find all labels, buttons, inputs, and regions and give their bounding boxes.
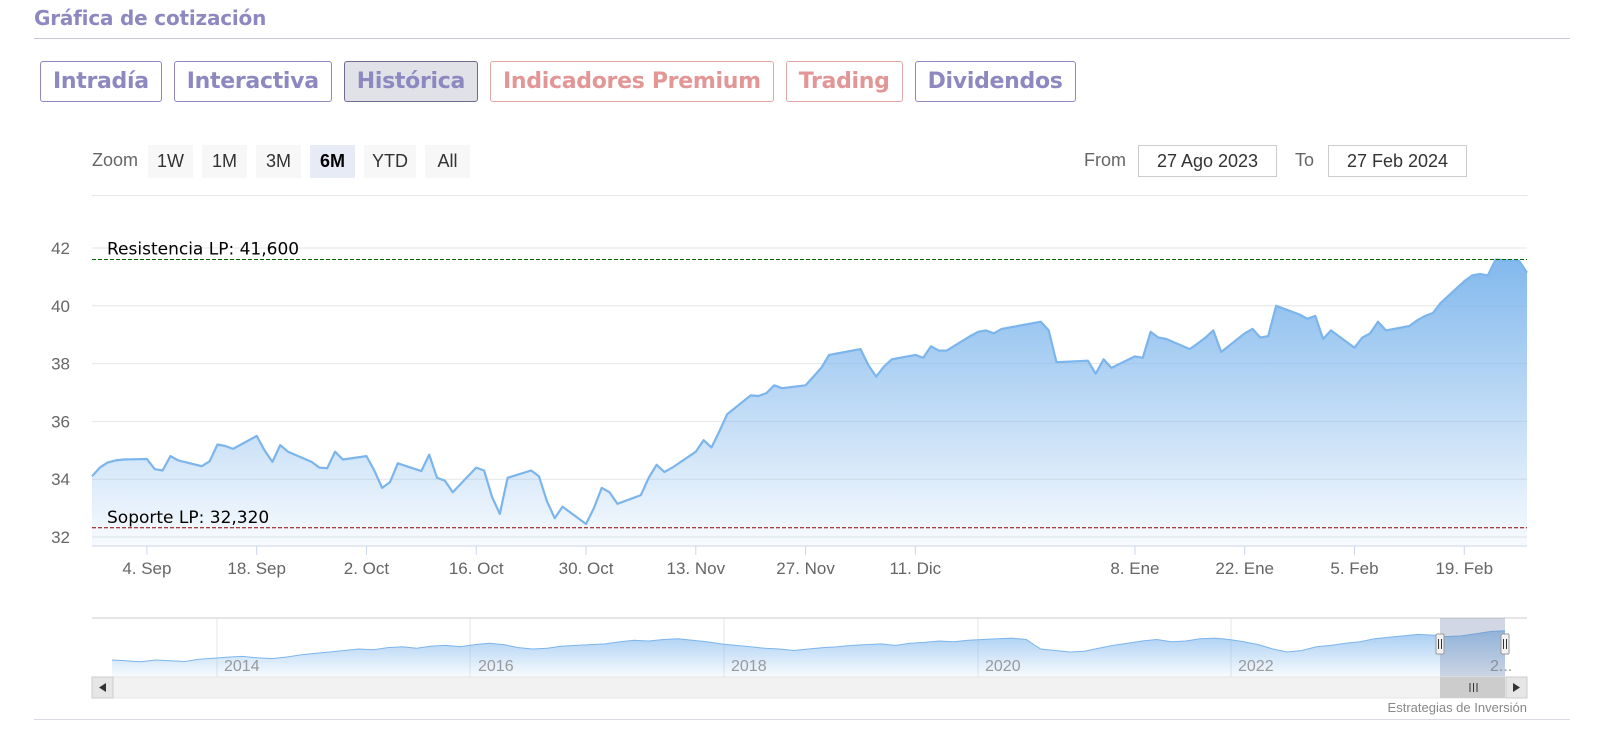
navigator-year-label: 2016 (478, 658, 514, 675)
x-tick-label: 2. Oct (344, 559, 390, 578)
navigator-line (111, 630, 1506, 663)
x-tick-label: 18. Sep (227, 559, 286, 578)
navigator-year-label: 2020 (985, 658, 1021, 675)
navigator-year-label: 2014 (224, 658, 260, 675)
x-tick-label: 13. Nov (667, 559, 726, 578)
toolbar-divider (92, 195, 1527, 196)
navigator-year-label: 2022 (1238, 658, 1274, 675)
x-tick-label: 5. Feb (1330, 559, 1378, 578)
y-tick-label: 40 (51, 297, 70, 316)
y-tick-label: 38 (51, 355, 70, 374)
navigator-left-handle[interactable] (1435, 633, 1445, 655)
y-tick-label: 34 (51, 470, 70, 489)
x-tick-label: 30. Oct (559, 559, 614, 578)
zoom-1w-button[interactable]: 1W (148, 145, 193, 178)
chart-tabs: Intradía Interactiva Histórica Indicador… (40, 61, 1076, 102)
support-line-label: Soporte LP: 32,320 (107, 508, 269, 528)
section-title: Gráfica de cotización (34, 6, 267, 30)
navigator-right-handle[interactable] (1500, 633, 1510, 655)
x-tick-label: 27. Nov (776, 559, 835, 578)
tab-historica[interactable]: Histórica (343, 61, 479, 102)
bottom-divider (34, 719, 1570, 720)
y-tick-label: 42 (51, 239, 70, 258)
x-tick-label: 22. Ene (1215, 559, 1274, 578)
chevron-right-icon (1513, 683, 1520, 692)
from-date-input[interactable]: 27 Ago 2023 (1138, 145, 1277, 177)
zoom-buttons: 1W 1M 3M 6M YTD All (148, 145, 470, 178)
tab-intradia[interactable]: Intradía (40, 61, 162, 102)
x-tick-label: 4. Sep (122, 559, 171, 578)
x-tick-label: 19. Feb (1435, 559, 1493, 578)
x-tick-label: 16. Oct (449, 559, 504, 578)
from-label: From (1084, 150, 1126, 170)
scrollbar-track[interactable] (91, 676, 1528, 699)
to-label: To (1295, 150, 1315, 170)
chart-credits[interactable]: Estrategias de Inversión (1387, 700, 1527, 715)
zoom-all-button[interactable]: All (425, 145, 470, 178)
tab-interactiva[interactable]: Interactiva (173, 61, 332, 102)
tab-dividendos[interactable]: Dividendos (914, 61, 1076, 102)
navigator-year-label: 2... (1490, 658, 1512, 675)
zoom-ytd-button[interactable]: YTD (364, 145, 416, 178)
zoom-1m-button[interactable]: 1M (202, 145, 247, 178)
to-date-input[interactable]: 27 Feb 2024 (1328, 145, 1467, 177)
zoom-6m-button[interactable]: 6M (310, 145, 355, 178)
navigator-selection[interactable] (1440, 618, 1505, 677)
price-line (91, 258, 1528, 526)
scrollbar-thumb[interactable] (1440, 677, 1505, 698)
zoom-3m-button[interactable]: 3M (256, 145, 301, 178)
resistance-line-label: Resistencia LP: 41,600 (107, 240, 299, 260)
tab-trading[interactable]: Trading (785, 61, 903, 102)
navigator-area (112, 630, 1505, 677)
zoom-label: Zoom (92, 150, 139, 170)
price-area (92, 259, 1527, 546)
y-tick-label: 36 (51, 412, 70, 431)
y-tick-label: 32 (51, 528, 70, 547)
title-divider (34, 38, 1570, 39)
tab-indicadores-premium[interactable]: Indicadores Premium (490, 61, 774, 102)
chevron-left-icon (99, 683, 106, 692)
navigator-year-label: 2018 (731, 658, 767, 675)
x-tick-label: 11. Dic (890, 559, 942, 578)
x-tick-label: 8. Ene (1110, 559, 1159, 578)
